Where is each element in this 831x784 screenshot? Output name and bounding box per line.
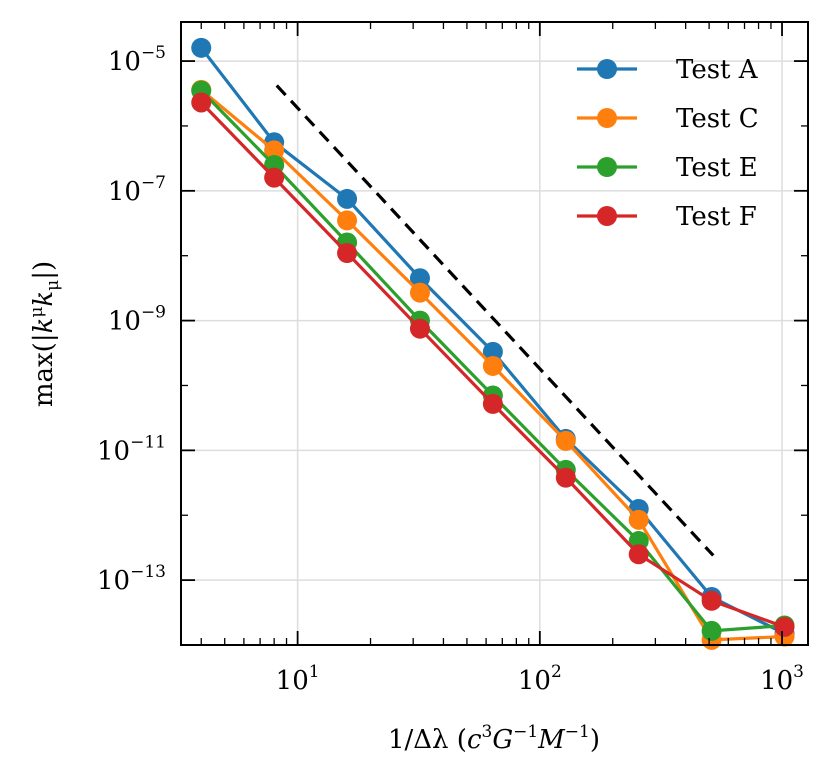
- legend-label: Test A: [676, 55, 759, 85]
- data-point: [555, 467, 576, 488]
- y-tick-label: 10−11: [97, 432, 166, 466]
- data-point: [409, 282, 430, 303]
- x-tick-label: 102: [518, 662, 562, 696]
- y-tick-labels: 10−5 10−7 10−9 10−11 10−13: [97, 43, 166, 596]
- reference-slope-line: [275, 84, 715, 557]
- data-point: [264, 167, 285, 188]
- y-axis-label: max(|kμkμ|): [27, 261, 63, 407]
- ticks-layer: [181, 22, 808, 646]
- data-point: [482, 355, 503, 376]
- data-point: [628, 544, 649, 565]
- x-tick-label: 103: [760, 662, 804, 696]
- data-point: [191, 92, 212, 113]
- data-point: [409, 268, 430, 289]
- legend-entry: Test A: [577, 55, 759, 85]
- data-point: [628, 509, 649, 530]
- legend-label: Test E: [676, 153, 758, 183]
- data-point: [482, 341, 503, 362]
- data-point: [701, 590, 722, 611]
- y-tick-label: 10−7: [108, 173, 166, 207]
- y-tick-label: 10−5: [108, 43, 166, 77]
- legend-entry: Test E: [577, 153, 758, 183]
- data-point: [264, 140, 285, 161]
- y-tick-label: 10−13: [97, 562, 166, 596]
- y-tick-label: 10−9: [108, 303, 166, 337]
- legend-entry: Test C: [577, 104, 759, 134]
- x-axis-label: 1/Δλ (c3G−1M−1): [388, 722, 600, 755]
- data-point: [337, 210, 358, 231]
- plot-frame: [180, 21, 809, 646]
- legend-label: Test C: [676, 104, 759, 134]
- series-line: [199, 46, 786, 636]
- legend-marker: [597, 206, 617, 226]
- reference-line-layer: [275, 84, 715, 557]
- data-point: [191, 37, 212, 58]
- legend-marker: [597, 157, 617, 177]
- legend-label: Test F: [676, 202, 757, 232]
- legend-entry: Test F: [577, 202, 757, 232]
- data-point: [482, 393, 503, 414]
- data-point: [409, 318, 430, 339]
- x-tick-labels: 101 102 103: [276, 662, 804, 696]
- data-point: [555, 430, 576, 451]
- x-tick-label: 101: [276, 662, 320, 696]
- data-point: [701, 620, 722, 641]
- legend-marker: [597, 108, 617, 128]
- data-point: [337, 243, 358, 264]
- data-point: [337, 188, 358, 209]
- data-point: [774, 616, 795, 637]
- series-4: [191, 92, 795, 637]
- legend: Test A Test C Test E Test F: [577, 55, 759, 232]
- legend-marker: [597, 59, 617, 79]
